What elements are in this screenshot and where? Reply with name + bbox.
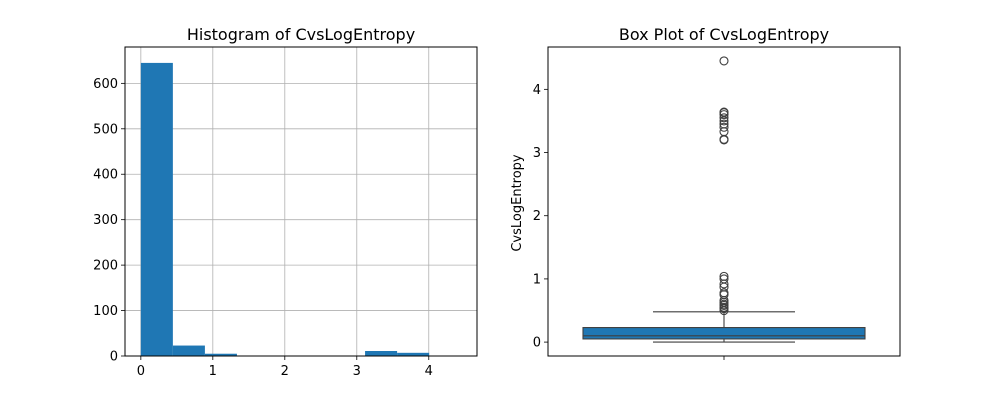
histogram-bar bbox=[172, 345, 205, 356]
histogram-bar bbox=[397, 352, 430, 356]
boxplot-outlier-point bbox=[719, 274, 729, 284]
histogram-panel: Histogram of CvsLogEntropy 0 1 2 3 4 0 100 200… bbox=[93, 25, 478, 379]
boxplot-outlier-point bbox=[719, 119, 729, 129]
histogram-y-tick-label: 400 bbox=[93, 168, 118, 183]
boxplot-y-ticks: 0 1 2 3 4 bbox=[533, 83, 548, 351]
histogram-y-tick-label: 300 bbox=[93, 213, 118, 228]
boxplot-box bbox=[582, 327, 866, 340]
boxplot-outlier-point bbox=[719, 107, 729, 117]
boxplot-y-tick-label: 4 bbox=[533, 83, 541, 98]
histogram-axes-frame bbox=[124, 46, 478, 357]
histogram-title: Histogram of CvsLogEntropy bbox=[187, 25, 415, 44]
histogram-x-tick-label: 4 bbox=[425, 364, 433, 379]
histogram-x-tick-label: 3 bbox=[353, 364, 361, 379]
boxplot-outliers bbox=[719, 56, 729, 316]
boxplot-body bbox=[582, 311, 866, 343]
histogram-y-tick-label: 100 bbox=[93, 304, 118, 319]
histogram-bar bbox=[204, 353, 237, 356]
boxplot-y-tick-label: 3 bbox=[533, 146, 541, 161]
boxplot-outlier-point bbox=[719, 290, 729, 300]
histogram-y-tick-label: 0 bbox=[110, 350, 118, 365]
histogram-y-tick-label: 600 bbox=[93, 77, 118, 92]
histogram-bars bbox=[140, 62, 462, 356]
boxplot-outlier-point bbox=[719, 271, 729, 281]
boxplot-outlier-point bbox=[719, 122, 729, 132]
boxplot-panel: Box Plot of CvsLogEntropy CvsLogEntropy … bbox=[510, 25, 901, 360]
boxplot-y-tick-label: 2 bbox=[533, 209, 541, 224]
boxplot-outlier-point bbox=[719, 134, 729, 144]
histogram-x-tick-label: 2 bbox=[281, 364, 289, 379]
boxplot-y-axis-label: CvsLogEntropy bbox=[510, 154, 525, 252]
histogram-y-tick-label: 500 bbox=[93, 122, 118, 137]
histogram-x-tick-label: 1 bbox=[209, 364, 217, 379]
boxplot-y-tick-label: 1 bbox=[533, 272, 541, 287]
histogram-grid bbox=[125, 47, 477, 357]
boxplot-title: Box Plot of CvsLogEntropy bbox=[619, 25, 829, 44]
boxplot-y-tick-label: 0 bbox=[533, 336, 541, 351]
boxplot-outlier-point bbox=[719, 113, 729, 123]
histogram-y-ticks: 0 100 200 300 400 500 600 bbox=[93, 77, 125, 365]
histogram-bar bbox=[140, 62, 173, 356]
histogram-bar bbox=[365, 351, 398, 356]
histogram-x-tick-label: 0 bbox=[137, 364, 145, 379]
histogram-y-tick-label: 200 bbox=[93, 259, 118, 274]
boxplot-outlier-point bbox=[719, 56, 729, 66]
boxplot-outlier-point bbox=[719, 288, 729, 298]
histogram-x-ticks: 0 1 2 3 4 bbox=[137, 356, 433, 379]
